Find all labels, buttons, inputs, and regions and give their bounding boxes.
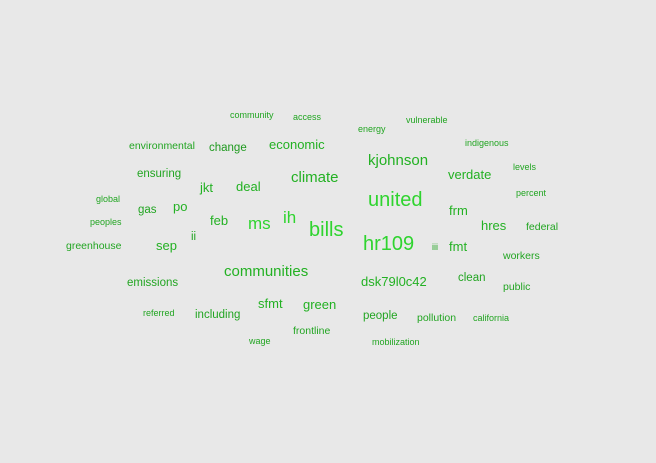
word: federal: [526, 221, 559, 233]
word: workers: [503, 250, 540, 262]
word: levels: [513, 162, 537, 172]
word: mobilization: [372, 337, 420, 347]
word: community: [230, 110, 274, 120]
word: communities: [224, 263, 309, 280]
word: hres: [481, 218, 507, 233]
word: gas: [138, 204, 157, 216]
word: ms: [248, 214, 271, 233]
word: sfmt: [258, 296, 283, 311]
word: clean: [458, 272, 486, 284]
word: ensuring: [137, 168, 182, 180]
word: ih: [283, 208, 297, 227]
word: change: [209, 142, 247, 154]
word: sep: [156, 238, 177, 253]
word: peoples: [90, 217, 122, 227]
word: frontline: [293, 325, 331, 337]
word: jkt: [200, 180, 213, 195]
word: energy: [358, 124, 386, 134]
word: referred: [143, 308, 175, 318]
word: greenhouse: [66, 240, 122, 252]
word: feb: [210, 213, 229, 228]
word: global: [96, 194, 121, 204]
word: kjohnson: [368, 152, 429, 169]
word: deal: [236, 179, 261, 194]
word: united: [368, 189, 423, 211]
word: environmental: [129, 140, 195, 152]
word: wage: [249, 336, 271, 346]
word: public: [503, 281, 531, 293]
word: dsk79l0c42: [361, 274, 427, 289]
word: indigenous: [465, 138, 509, 148]
word: climate: [291, 169, 339, 186]
word: frm: [449, 203, 468, 218]
word: economic: [269, 137, 325, 152]
word: vulnerable: [406, 115, 448, 125]
word: verdate: [448, 167, 492, 182]
word: people: [363, 310, 398, 322]
word: pollution: [417, 312, 457, 324]
word: iii: [432, 242, 438, 252]
word: including: [195, 309, 241, 321]
word: ii: [191, 231, 197, 243]
word: emissions: [127, 277, 179, 289]
word: access: [293, 112, 322, 122]
word: fmt: [449, 239, 468, 254]
word: percent: [516, 188, 547, 198]
word: bills: [309, 219, 344, 241]
word: po: [173, 199, 188, 214]
word: hr109: [363, 233, 415, 255]
word: california: [473, 313, 510, 323]
word: green: [303, 297, 337, 312]
